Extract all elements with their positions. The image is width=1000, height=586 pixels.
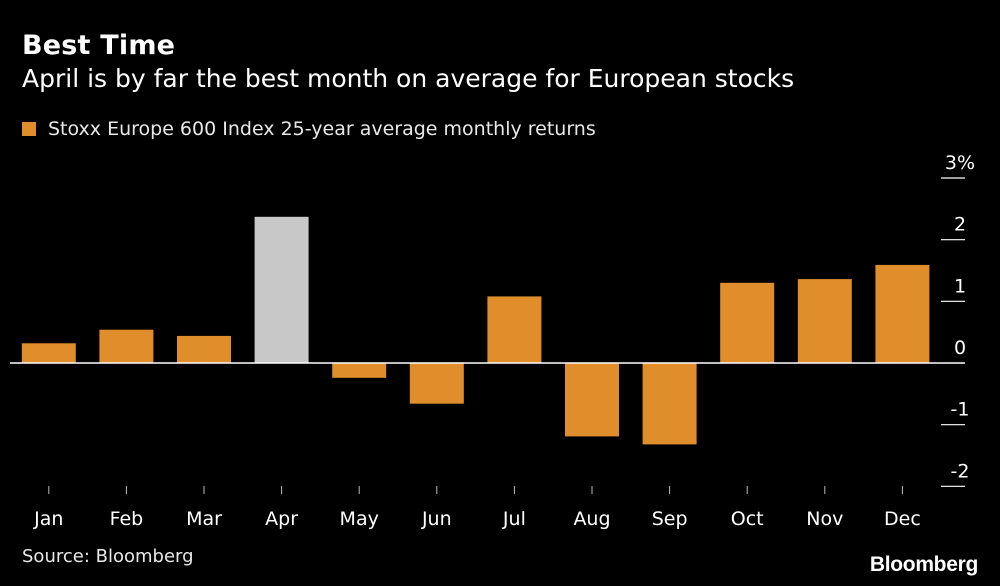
legend-swatch: [22, 122, 36, 136]
bar-jan: [21, 343, 76, 363]
x-tick-label-jan: Jan: [33, 508, 63, 530]
bar-sep: [642, 363, 697, 445]
bloomberg-logo: Bloomberg: [869, 553, 978, 576]
bar-feb: [99, 329, 154, 363]
chart-subtitle: April is by far the best month on averag…: [22, 64, 795, 93]
source-note: Source: Bloomberg: [22, 546, 194, 567]
bar-aug: [565, 363, 619, 437]
bar-nov: [797, 279, 852, 363]
bar-jun: [409, 363, 464, 404]
x-tick-label-apr: Apr: [265, 508, 298, 530]
x-tick-label-may: May: [340, 508, 379, 530]
bar-mar: [177, 335, 231, 363]
bar-apr: [254, 216, 309, 363]
y-tick-label-0: 0: [954, 337, 966, 359]
legend: Stoxx Europe 600 Index 25-year average m…: [22, 118, 596, 140]
bar-may: [332, 363, 387, 378]
y-tick-label-3: 3%: [945, 152, 975, 174]
y-tick-label-2: 2: [954, 214, 966, 236]
x-tick-label-oct: Oct: [731, 508, 764, 530]
y-tick-label-1: 1: [954, 275, 966, 297]
x-tick-label-aug: Aug: [573, 508, 610, 530]
x-tick-label-sep: Sep: [652, 508, 688, 530]
x-tick-label-nov: Nov: [806, 508, 843, 530]
y-tick-label-neg1: -1: [951, 399, 970, 421]
x-tick-label-jul: Jul: [502, 508, 526, 530]
bar-oct: [720, 282, 775, 363]
legend-label: Stoxx Europe 600 Index 25-year average m…: [48, 118, 596, 140]
bar-jul: [487, 296, 542, 363]
y-tick-label-neg2: -2: [951, 460, 970, 482]
x-tick-label-mar: Mar: [186, 508, 222, 530]
x-tick-label-dec: Dec: [884, 508, 921, 530]
chart-title: Best Time: [22, 30, 176, 61]
x-tick-label-feb: Feb: [110, 508, 144, 530]
bar-dec: [875, 264, 930, 363]
x-tick-label-jun: Jun: [421, 508, 452, 530]
